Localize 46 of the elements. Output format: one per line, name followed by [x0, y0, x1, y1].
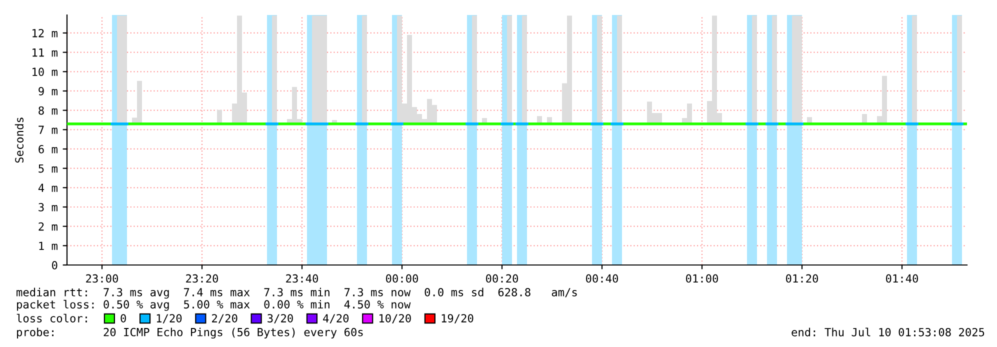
- legend-label: 3/20: [268, 314, 293, 324]
- bar: [617, 16, 622, 124]
- y-axis-title: Seconds: [14, 118, 24, 163]
- bar: [507, 16, 512, 124]
- bar: [362, 16, 367, 124]
- x-tick-label: 00:40: [586, 274, 618, 283]
- text: loss color:: [16, 314, 87, 322]
- y-tick-label: 10 m: [32, 68, 58, 76]
- legend-label: 0: [120, 314, 126, 322]
- bar: [772, 16, 777, 124]
- legend-label: 2/20: [212, 314, 238, 324]
- bar: [752, 16, 757, 124]
- y-tick-label: 0: [52, 261, 58, 270]
- y-tick-label: 3 m: [38, 203, 58, 212]
- x-tick-label: 01:00: [686, 274, 718, 283]
- y-tick-label: 7 m: [38, 126, 58, 134]
- x-tick-label: 00:00: [386, 274, 418, 283]
- y-tick-label: 6 m: [38, 144, 58, 154]
- y-tick-label: 8 m: [38, 106, 58, 115]
- y-tick-label: 11 m: [32, 48, 58, 57]
- x-tick-label: 01:40: [886, 274, 918, 283]
- legend-label: 10/20: [379, 314, 411, 324]
- text: packet loss: 0.50 % avg 5.00 % max 0.00 % min 4.50 % now: [17, 300, 411, 311]
- bar: [272, 16, 277, 124]
- text: median rtt: 7.3 ms avg 7.4 ms max 7.3 ms min 7.3 ms now 0.0 ms sd 628.8 am/s: [16, 288, 577, 299]
- y-tick-label: 5 m: [38, 164, 58, 173]
- text: end: Thu Jul 10 01:53:08 2025: [792, 328, 984, 336]
- bar: [957, 16, 962, 124]
- x-tick-label: 23:00: [86, 274, 118, 283]
- bar: [472, 16, 477, 124]
- legend-label: 1/20: [156, 314, 182, 324]
- y-tick-label: 1 m: [39, 242, 58, 250]
- legend-label: 4/20: [323, 314, 349, 324]
- y-tick-label: 12 m: [32, 28, 58, 38]
- x-tick-label: 01:20: [786, 274, 818, 283]
- x-tick-label: 23:20: [186, 274, 218, 283]
- bar: [597, 16, 602, 124]
- bar: [522, 16, 527, 124]
- x-tick-label: 00:20: [486, 274, 518, 283]
- bar: [912, 16, 917, 124]
- legend-label: 19/20: [442, 314, 474, 324]
- text: probe: 20 ICMP Echo Pings (56 Bytes) every 60s: [17, 328, 363, 339]
- y-tick-label: 4 m: [38, 184, 58, 192]
- y-tick-label: 2 m: [38, 222, 58, 231]
- x-tick-label: 23:40: [286, 274, 318, 283]
- y-tick-label: 9 m: [38, 86, 58, 96]
